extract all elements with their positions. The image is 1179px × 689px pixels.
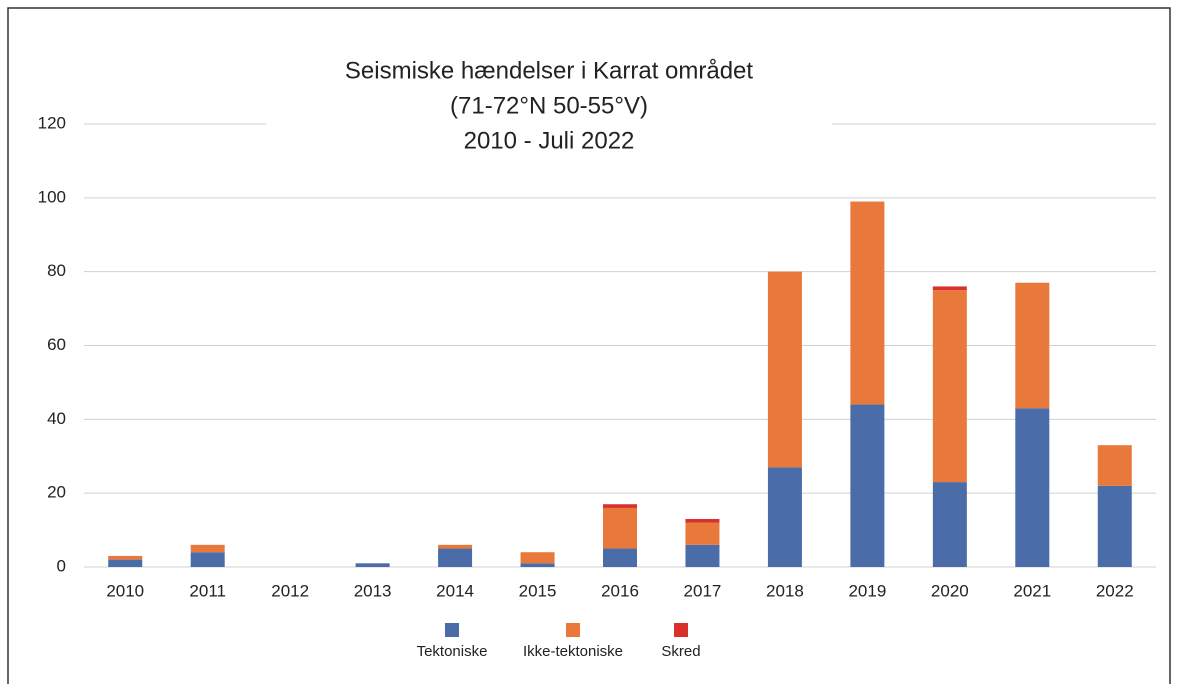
x-tick-label: 2021	[1013, 581, 1051, 600]
bar-segment	[1097, 485, 1132, 567]
chart-title: Seismiske hændelser i Karrat området	[345, 57, 753, 84]
bar-segment	[1097, 445, 1132, 486]
bar-segment	[355, 563, 390, 567]
legend-swatch	[566, 623, 580, 637]
bar-segment	[932, 290, 967, 483]
bar-segment	[932, 482, 967, 567]
x-tick-label: 2016	[601, 581, 639, 600]
y-tick-label: 100	[38, 187, 66, 206]
bar-segment	[603, 504, 637, 508]
bar-segment	[932, 286, 967, 291]
y-tick-label: 80	[47, 261, 66, 280]
bar-segment	[108, 559, 143, 567]
legend-label: Skred	[661, 643, 700, 660]
y-tick-label: 0	[57, 556, 66, 575]
bar-segment	[190, 552, 225, 567]
title-background	[266, 50, 832, 160]
x-tick-label: 2014	[436, 581, 474, 600]
legend-label: Tektoniske	[417, 643, 488, 660]
legend-swatch	[674, 623, 688, 637]
bar-segment	[108, 555, 143, 560]
bar-segment	[685, 522, 720, 545]
x-tick-label: 2013	[354, 581, 392, 600]
y-tick-label: 60	[47, 335, 66, 354]
x-tick-label: 2017	[684, 581, 722, 600]
bar-segment	[438, 548, 473, 567]
legend-swatch	[445, 623, 459, 637]
bar-segment	[190, 544, 225, 553]
legend-label: Ikke-tektoniske	[523, 643, 623, 660]
chart-title: (71-72°N 50-55°V)	[450, 92, 648, 119]
bar-segment	[850, 404, 885, 567]
x-tick-label: 2022	[1096, 581, 1134, 600]
bar-segment	[438, 544, 473, 549]
bar-segment	[603, 507, 637, 549]
bar-segment	[850, 201, 885, 405]
bar-segment	[1015, 282, 1050, 409]
bar-segment	[685, 519, 720, 523]
x-tick-label: 2012	[271, 581, 309, 600]
bar-segment	[603, 548, 637, 567]
y-tick-label: 40	[47, 409, 66, 428]
bar-segment	[767, 467, 802, 567]
bar-segment	[685, 544, 720, 567]
chart-title: 2010 - Juli 2022	[464, 127, 635, 154]
y-tick-label: 120	[38, 113, 66, 132]
bar-segment	[767, 271, 802, 468]
frame	[7, 7, 1171, 689]
bar-segment	[1015, 408, 1050, 567]
x-tick-label: 2018	[766, 581, 804, 600]
x-tick-label: 2010	[106, 581, 144, 600]
x-tick-label: 2020	[931, 581, 969, 600]
bar-segment	[520, 552, 555, 564]
bar-segment	[520, 563, 555, 567]
y-tick-label: 20	[47, 483, 66, 502]
x-tick-label: 2015	[519, 581, 557, 600]
x-tick-label: 2011	[189, 581, 226, 600]
x-tick-label: 2019	[848, 581, 886, 600]
